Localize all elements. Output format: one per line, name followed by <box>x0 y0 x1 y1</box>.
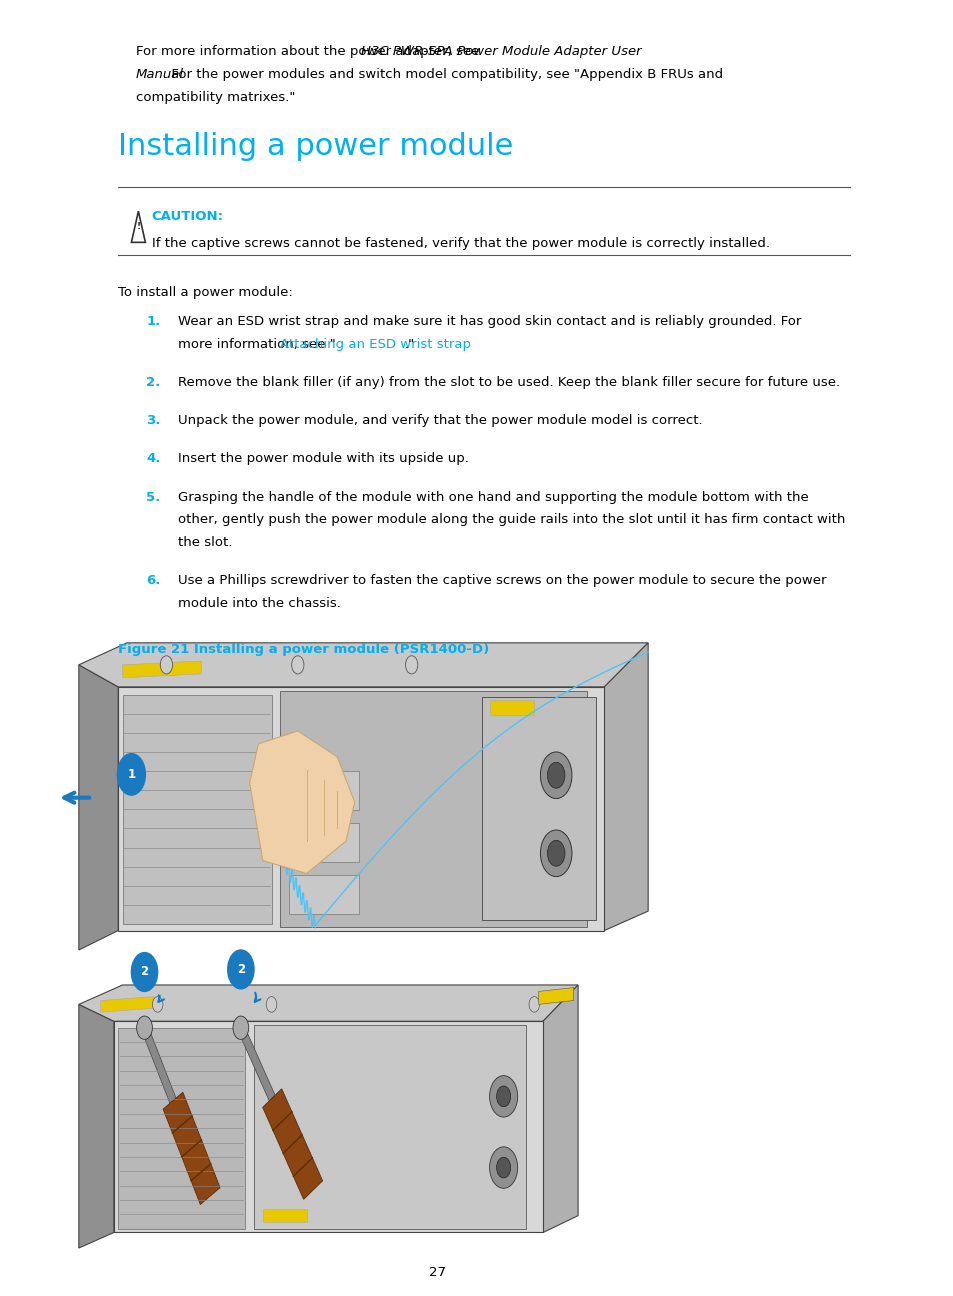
Text: 5.: 5. <box>146 490 160 504</box>
Polygon shape <box>113 1021 542 1232</box>
Circle shape <box>547 762 564 788</box>
Text: 3.: 3. <box>146 415 160 428</box>
Text: 4.: 4. <box>146 452 160 465</box>
Circle shape <box>160 656 172 674</box>
Text: compatibility matrixes.": compatibility matrixes." <box>135 91 294 104</box>
Text: Use a Phillips screwdriver to fasten the captive screws on the power module to s: Use a Phillips screwdriver to fasten the… <box>177 574 825 587</box>
Polygon shape <box>262 1209 306 1222</box>
Polygon shape <box>604 643 647 931</box>
Circle shape <box>117 753 145 794</box>
Circle shape <box>266 997 276 1012</box>
Circle shape <box>489 1147 517 1188</box>
Circle shape <box>497 1086 510 1107</box>
Polygon shape <box>289 875 358 914</box>
Circle shape <box>292 656 304 674</box>
Circle shape <box>539 752 572 798</box>
Polygon shape <box>123 661 201 678</box>
Polygon shape <box>289 771 358 810</box>
Text: To install a power module:: To install a power module: <box>118 286 293 299</box>
Text: Remove the blank filler (if any) from the slot to be used. Keep the blank filler: Remove the blank filler (if any) from th… <box>177 376 839 389</box>
Polygon shape <box>490 700 534 715</box>
Text: 2: 2 <box>140 966 149 978</box>
Polygon shape <box>79 665 118 950</box>
Text: For more information about the power adapter, see: For more information about the power ada… <box>135 45 483 58</box>
Polygon shape <box>237 1025 274 1100</box>
Polygon shape <box>481 697 595 920</box>
Text: Insert the power module with its upside up.: Insert the power module with its upside … <box>177 452 468 465</box>
Text: 2.: 2. <box>146 376 160 389</box>
Text: CAUTION:: CAUTION: <box>152 210 223 223</box>
Circle shape <box>233 1016 249 1039</box>
Text: !: ! <box>136 223 140 231</box>
Circle shape <box>539 829 572 876</box>
Circle shape <box>489 1076 517 1117</box>
Text: the slot.: the slot. <box>177 535 232 550</box>
Text: If the captive screws cannot be fastened, verify that the power module is correc: If the captive screws cannot be fastened… <box>152 237 769 250</box>
Text: .": ." <box>404 338 415 351</box>
Polygon shape <box>79 1004 113 1248</box>
Circle shape <box>497 1157 510 1178</box>
Text: Installing a power module: Installing a power module <box>118 132 513 161</box>
Text: 6.: 6. <box>146 574 160 587</box>
Circle shape <box>228 950 253 989</box>
Text: Wear an ESD wrist strap and make sure it has good skin contact and is reliably g: Wear an ESD wrist strap and make sure it… <box>177 315 801 328</box>
Text: 27: 27 <box>429 1266 446 1279</box>
Text: Manual: Manual <box>135 67 184 82</box>
Polygon shape <box>253 1025 525 1229</box>
Polygon shape <box>538 988 573 1004</box>
Circle shape <box>152 997 163 1012</box>
Circle shape <box>529 997 539 1012</box>
Polygon shape <box>289 823 358 862</box>
Polygon shape <box>250 731 355 874</box>
Text: 2: 2 <box>236 963 245 976</box>
Text: more information, see ": more information, see " <box>177 338 335 351</box>
Text: other, gently push the power module along the guide rails into the slot until it: other, gently push the power module alon… <box>177 513 844 526</box>
Text: . For the power modules and switch model compatibility, see "Appendix B FRUs and: . For the power modules and switch model… <box>163 67 722 82</box>
Polygon shape <box>79 985 578 1021</box>
Polygon shape <box>101 997 153 1012</box>
Circle shape <box>136 1016 152 1039</box>
Polygon shape <box>123 695 272 924</box>
Polygon shape <box>118 1028 245 1229</box>
Text: module into the chassis.: module into the chassis. <box>177 596 340 610</box>
Text: H3C PWR-SPA Power Module Adapter User: H3C PWR-SPA Power Module Adapter User <box>361 45 641 58</box>
Text: Unpack the power module, and verify that the power module model is correct.: Unpack the power module, and verify that… <box>177 415 701 428</box>
Polygon shape <box>542 985 578 1232</box>
Polygon shape <box>280 691 586 927</box>
Polygon shape <box>118 687 604 931</box>
Polygon shape <box>163 1093 220 1204</box>
Circle shape <box>547 840 564 866</box>
Polygon shape <box>141 1025 176 1103</box>
Text: Attaching an ESD wrist strap: Attaching an ESD wrist strap <box>280 338 471 351</box>
Text: Grasping the handle of the module with one hand and supporting the module bottom: Grasping the handle of the module with o… <box>177 490 808 504</box>
Circle shape <box>405 656 417 674</box>
Text: 1.: 1. <box>146 315 160 328</box>
Polygon shape <box>79 643 647 687</box>
Text: Figure 21 Installing a power module (PSR1400-D): Figure 21 Installing a power module (PSR… <box>118 643 489 656</box>
Circle shape <box>132 953 157 991</box>
Polygon shape <box>262 1089 322 1199</box>
Text: 1: 1 <box>127 767 135 781</box>
